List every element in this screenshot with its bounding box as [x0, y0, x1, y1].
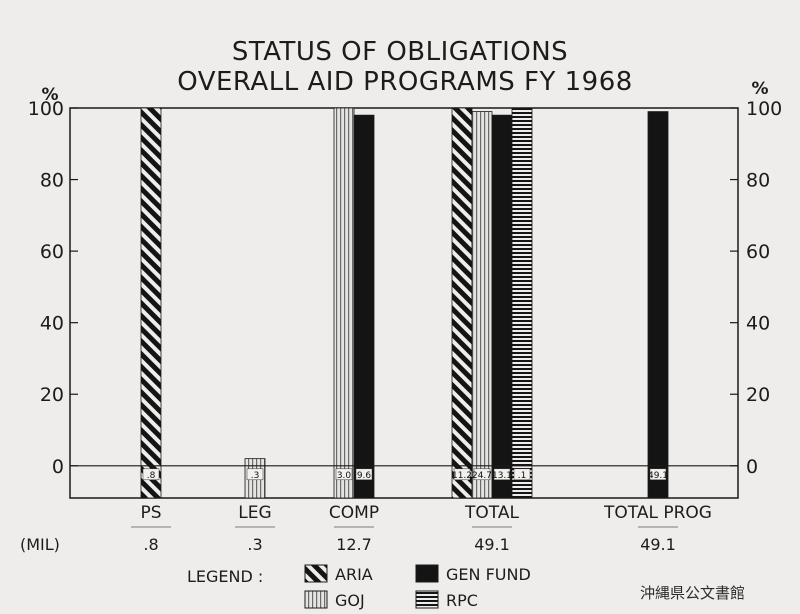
bar-series: .8 .3 3.0 9.6 11.2 24.7 13.1 .1 49.1 — [140, 107, 669, 499]
y-tick-label-right: 0 — [746, 456, 758, 478]
category-mil-value: .3 — [247, 535, 262, 554]
y-unit-left: % — [41, 85, 58, 105]
bar-value-box — [493, 468, 511, 481]
bar-comp-gen-fund — [353, 114, 375, 499]
y-tick-label-right: 40 — [746, 313, 770, 335]
bar-value-label: 11.2 — [452, 471, 472, 481]
archive-stamp: 沖縄県公文書館 — [640, 584, 746, 602]
bar-value-box — [453, 468, 471, 481]
y-tick-label-right: 60 — [746, 241, 770, 263]
bar-value-label: 24.7 — [472, 471, 492, 481]
y-tick-label-left: 0 — [52, 456, 64, 478]
category-label: TOTAL PROG — [603, 503, 712, 523]
legend-label: GEN FUND — [446, 565, 531, 584]
bar-total-aria — [451, 107, 473, 499]
bar-value-label: .1 — [518, 471, 527, 481]
bar-value-box — [246, 468, 264, 481]
y-tick-label-left: 60 — [40, 241, 64, 263]
legend: LEGEND : ARIA GEN FUND GOJ RPC — [187, 564, 531, 610]
category-label: LEG — [238, 503, 271, 523]
category-label: COMP — [329, 503, 379, 523]
bar-comp-goj — [333, 107, 355, 499]
legend-label: ARIA — [335, 565, 373, 584]
legend-swatch-goj — [304, 590, 328, 609]
bar-value-box — [355, 468, 373, 481]
bar-value-box — [473, 468, 491, 481]
legend-swatch-aria — [304, 564, 328, 583]
bar-total-goj — [471, 111, 493, 499]
chart-subtitle: OVERALL AID PROGRAMS FY 1968 — [177, 67, 633, 97]
bar-value-label: 49.1 — [648, 471, 668, 481]
category-mil-value: 49.1 — [474, 535, 510, 554]
y-axis-left: 0 20 40 60 80 100 — [28, 98, 78, 478]
legend-label: GOJ — [335, 591, 365, 610]
bar-value-label: .3 — [251, 471, 260, 481]
y-tick-label-right: 80 — [746, 170, 770, 192]
category-mil-value: 12.7 — [336, 535, 372, 554]
y-tick-label-left: 80 — [40, 170, 64, 192]
legend-label: RPC — [446, 591, 478, 610]
bar-value-box — [335, 468, 353, 481]
bar-value-box — [649, 468, 667, 481]
category-mil-value: 49.1 — [640, 535, 676, 554]
y-tick-label-right: 100 — [746, 98, 782, 120]
y-unit-right: % — [751, 79, 768, 99]
bar-total-gen-fund — [491, 114, 513, 499]
category-label: TOTAL — [464, 503, 519, 523]
category-mil-value: .8 — [143, 535, 158, 554]
legend-title: LEGEND : — [187, 567, 263, 586]
category-axis: PS .8 LEG .3 COMP 12.7 TOTAL 49.1 TOTAL PROG 49.1 — [131, 503, 712, 554]
chart-title: STATUS OF OBLIGATIONS — [232, 37, 568, 67]
bar-value-label: 9.6 — [357, 471, 372, 481]
mil-row-label: (MIL) — [20, 535, 60, 554]
bar-value-box — [142, 468, 160, 481]
y-axis-right: 0 20 40 60 80 100 — [730, 98, 782, 478]
bar-ps-aria — [140, 107, 162, 499]
bar-value-box — [513, 468, 531, 481]
bar-value-label: 3.0 — [337, 471, 352, 481]
bar-total-prog-gen-fund — [647, 111, 669, 499]
y-tick-label-right: 20 — [746, 384, 770, 406]
y-tick-label-left: 100 — [28, 98, 64, 120]
bar-value-label: .8 — [147, 471, 156, 481]
legend-swatch-gen-fund — [415, 564, 439, 583]
y-tick-label-left: 40 — [40, 313, 64, 335]
category-label: PS — [140, 503, 161, 523]
y-tick-label-left: 20 — [40, 384, 64, 406]
bar-value-label: 13.1 — [492, 471, 512, 481]
plot-frame — [69, 107, 739, 499]
bar-total-rpc — [511, 107, 533, 499]
legend-swatch-rpc — [415, 590, 439, 609]
